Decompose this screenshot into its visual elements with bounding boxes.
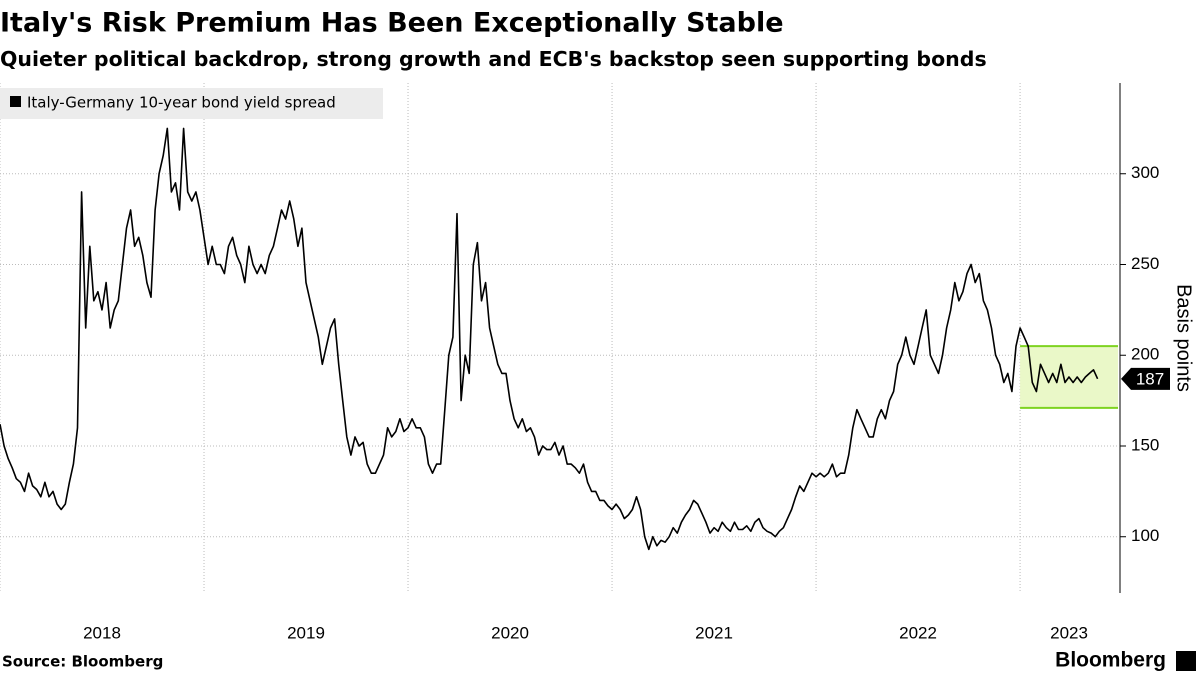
y-tick-label: 250 <box>1131 254 1159 273</box>
brand: Bloomberg <box>1055 649 1166 672</box>
last-value-tag <box>1121 367 1170 390</box>
y-tick-label: 300 <box>1131 163 1159 182</box>
y-tick-label: 100 <box>1131 526 1159 545</box>
x-tick-label: 2018 <box>83 623 121 642</box>
legend-box <box>0 88 383 119</box>
legend-label: Italy-Germany 10-year bond yield spread <box>27 94 336 112</box>
chart-title: Italy's Risk Premium Has Been Exceptiona… <box>0 8 784 39</box>
x-tick-label: 2023 <box>1050 623 1088 642</box>
source: Source: Bloomberg <box>2 653 163 671</box>
last-value-label: 187 <box>1136 369 1164 388</box>
chart-subtitle: Quieter political backdrop, strong growt… <box>0 47 987 71</box>
y-axis-label: Basis points <box>1173 284 1195 392</box>
x-tick-label: 2021 <box>695 623 733 642</box>
x-tick-label: 2020 <box>491 623 529 642</box>
legend: Italy-Germany 10-year bond yield spread <box>0 88 383 119</box>
x-tick-label: 2019 <box>287 623 325 642</box>
brand-icon <box>1176 651 1196 671</box>
y-tick-label: 150 <box>1131 435 1159 454</box>
legend-swatch <box>10 96 21 107</box>
y-tick-label: 200 <box>1131 345 1159 364</box>
x-tick-label: 2022 <box>899 623 937 642</box>
line <box>0 127 1099 551</box>
